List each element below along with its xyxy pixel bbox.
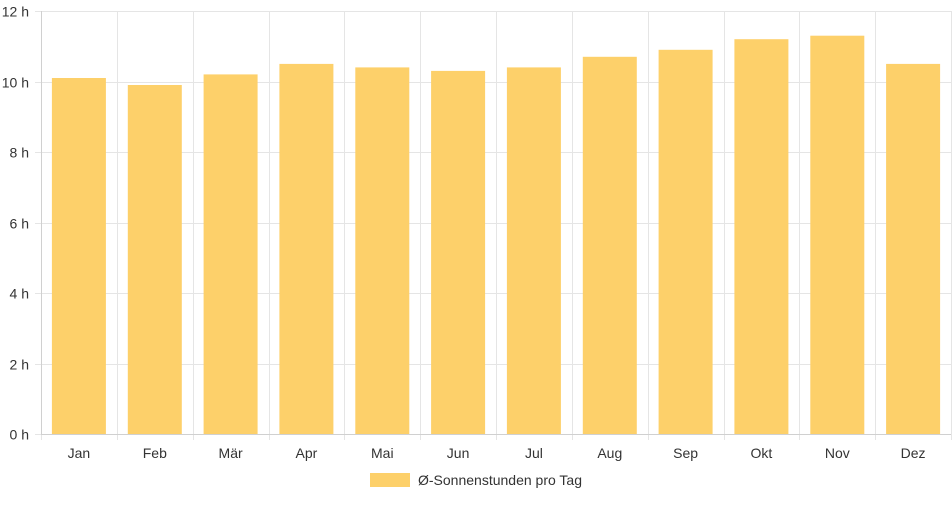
bars-layer: [51, 35, 941, 435]
bar-okt[interactable]: [734, 39, 789, 434]
y-tick-label: 10 h: [2, 75, 29, 91]
x-tick-label: Dez: [901, 445, 926, 461]
x-tick-label: Mai: [371, 445, 394, 461]
x-tick-label: Nov: [825, 445, 850, 461]
labels-layer: 0 h 2 h 4 h 6 h 8 h 10 h 12 h Jan Feb Mär Apr Mai Ju…: [2, 4, 926, 462]
bar-jul[interactable]: [506, 67, 561, 435]
bar-jan[interactable]: [51, 78, 106, 434]
bar-mär[interactable]: [203, 74, 258, 435]
x-tick-label: Apr: [296, 445, 318, 461]
bar-dez[interactable]: [886, 63, 941, 435]
bar-feb[interactable]: [127, 85, 182, 434]
y-tick-label: 12 h: [2, 4, 29, 20]
y-tick-label: 4 h: [10, 286, 29, 302]
bar-nov[interactable]: [810, 35, 865, 434]
y-tick-label: 8 h: [10, 145, 29, 161]
bar-mai[interactable]: [355, 67, 410, 435]
grid-layer: [35, 11, 952, 440]
bar-sep[interactable]: [658, 49, 713, 435]
bar-jun[interactable]: [431, 70, 486, 435]
bar-aug[interactable]: [582, 56, 637, 435]
x-tick-label: Okt: [751, 445, 773, 461]
x-tick-label: Mär: [219, 445, 243, 461]
x-tick-label: Aug: [597, 445, 622, 461]
axes-layer: [41, 11, 951, 435]
bar-apr[interactable]: [279, 63, 334, 435]
x-tick-label: Jan: [68, 445, 91, 461]
x-tick-label: Jul: [525, 445, 543, 461]
y-tick-label: 2 h: [10, 357, 29, 373]
y-tick-label: 6 h: [10, 216, 29, 232]
x-tick-label: Jun: [447, 445, 470, 461]
chart-legend[interactable]: Ø-Sonnenstunden pro Tag: [0, 472, 952, 488]
y-tick-label: 0 h: [10, 427, 29, 443]
x-tick-label: Feb: [143, 445, 167, 461]
legend-label: Ø-Sonnenstunden pro Tag: [418, 472, 582, 488]
legend-swatch: [370, 473, 410, 487]
x-tick-label: Sep: [673, 445, 698, 461]
